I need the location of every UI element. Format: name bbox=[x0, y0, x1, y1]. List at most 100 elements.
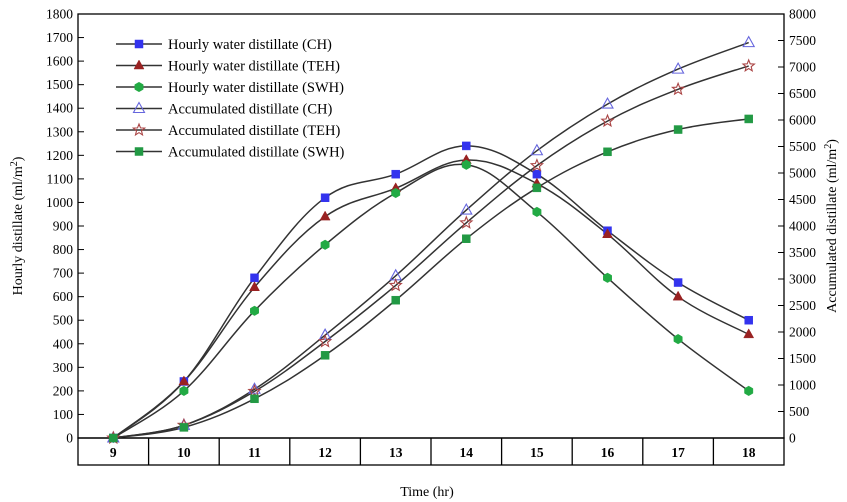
x-tick-label: 10 bbox=[177, 445, 191, 460]
y2-tick-label: 7000 bbox=[789, 60, 816, 75]
data-point-series-1 bbox=[250, 273, 259, 283]
data-point-series-6 bbox=[532, 183, 542, 193]
y-tick-label: 900 bbox=[53, 219, 74, 234]
data-point-series-3 bbox=[461, 159, 471, 170]
data-point-series-1 bbox=[532, 169, 542, 179]
data-point-series-5 bbox=[741, 58, 756, 73]
data-point-series-6 bbox=[250, 394, 259, 404]
data-point-series-1 bbox=[744, 315, 753, 325]
y-tick-label: 1500 bbox=[46, 77, 73, 92]
y2-tick-label: 3500 bbox=[789, 245, 816, 260]
y2-tick-label: 2500 bbox=[789, 298, 816, 313]
data-point-series-4 bbox=[742, 35, 756, 48]
data-point-series-5 bbox=[459, 215, 474, 229]
y2-tick-label: 500 bbox=[789, 404, 810, 419]
data-point-series-6 bbox=[603, 147, 612, 157]
data-point-series-4 bbox=[671, 61, 685, 74]
data-point-series-5 bbox=[670, 81, 686, 96]
data-point-series-1 bbox=[391, 169, 400, 179]
data-point-series-6 bbox=[320, 351, 330, 360]
series-line-3 bbox=[112, 163, 750, 439]
markers bbox=[106, 35, 756, 445]
y2-tick-label: 5000 bbox=[789, 166, 816, 181]
data-point-series-5 bbox=[247, 383, 262, 398]
legend-marker bbox=[132, 101, 146, 114]
y-tick-label: 600 bbox=[53, 289, 74, 304]
data-point-series-3 bbox=[532, 206, 542, 217]
x-tick-label: 13 bbox=[389, 445, 403, 460]
y2-tick-label: 6500 bbox=[789, 86, 816, 101]
legend-label: Hourly water distillate (CH) bbox=[168, 37, 332, 53]
data-point-series-2 bbox=[319, 210, 331, 221]
y-tick-label: 300 bbox=[53, 360, 74, 375]
series-line-5 bbox=[113, 65, 749, 439]
data-point-series-5 bbox=[600, 113, 615, 128]
y2-tick-label: 4000 bbox=[789, 219, 816, 234]
series-line-1 bbox=[112, 145, 750, 439]
data-point-series-6 bbox=[744, 114, 753, 124]
y2-tick-label: 3000 bbox=[789, 272, 816, 287]
y-tick-label: 1800 bbox=[46, 7, 73, 22]
legend-label: Accumulated distillate (TEH) bbox=[168, 123, 341, 139]
x-tick-label: 18 bbox=[742, 445, 756, 460]
legend-marker bbox=[134, 39, 144, 49]
series-line-6 bbox=[113, 118, 749, 439]
y2-tick-label: 7500 bbox=[789, 33, 816, 48]
data-point-series-5 bbox=[317, 333, 333, 348]
x-axis-title: Time (hr) bbox=[400, 485, 454, 500]
data-point-series-1 bbox=[462, 141, 471, 151]
y2-tick-label: 4500 bbox=[789, 192, 816, 207]
x-tick-label: 14 bbox=[460, 445, 474, 460]
y-tick-label: 1200 bbox=[46, 148, 73, 163]
data-point-series-1 bbox=[320, 193, 330, 202]
x-tick-label: 17 bbox=[671, 445, 685, 460]
y2-axis-title: Accumulated distillate (ml/m2) bbox=[823, 139, 841, 313]
data-point-series-3 bbox=[179, 385, 189, 396]
series-line-2 bbox=[112, 159, 750, 439]
x-tick-label: 11 bbox=[248, 445, 261, 460]
data-point-series-3 bbox=[673, 334, 683, 345]
y-tick-label: 1300 bbox=[46, 124, 73, 139]
data-point-series-6 bbox=[109, 433, 118, 443]
y-tick-label: 0 bbox=[66, 431, 73, 446]
legend-label: Accumulated distillate (CH) bbox=[168, 102, 332, 118]
data-point-series-6 bbox=[462, 234, 471, 243]
legend-marker bbox=[133, 59, 145, 70]
y-tick-label: 500 bbox=[53, 313, 74, 328]
data-point-series-3 bbox=[603, 272, 612, 283]
plot-frame bbox=[77, 13, 785, 439]
data-point-series-2 bbox=[672, 290, 684, 301]
data-point-series-4 bbox=[318, 328, 332, 340]
x-tick-label: 12 bbox=[318, 445, 332, 460]
legend: Hourly water distillate (CH) Hourly water… bbox=[116, 37, 345, 161]
y-tick-label: 1000 bbox=[46, 195, 73, 210]
data-point-series-4 bbox=[530, 143, 544, 156]
legend-label: Hourly water distillate (SWH) bbox=[168, 80, 344, 96]
curves bbox=[112, 41, 750, 439]
y2-tick-label: 8000 bbox=[789, 7, 816, 22]
data-point-series-3 bbox=[250, 305, 259, 316]
data-point-series-1 bbox=[673, 278, 683, 287]
y-tick-label: 1400 bbox=[46, 101, 73, 116]
y2-tick-label: 0 bbox=[789, 431, 796, 446]
data-point-series-4 bbox=[248, 382, 261, 394]
legend-marker bbox=[134, 147, 144, 156]
y2-tick-label: 6000 bbox=[789, 113, 816, 128]
data-point-series-3 bbox=[744, 385, 754, 396]
y2-tick-label: 1500 bbox=[789, 351, 816, 366]
data-point-series-2 bbox=[602, 228, 613, 238]
data-point-series-6 bbox=[179, 423, 189, 432]
x-tick-label: 15 bbox=[530, 445, 544, 460]
data-point-series-3 bbox=[320, 239, 330, 250]
y-tick-label: 1700 bbox=[46, 30, 73, 45]
legend-marker bbox=[131, 122, 147, 137]
y-tick-label: 1600 bbox=[46, 54, 73, 69]
x-tick-label: 9 bbox=[110, 445, 117, 460]
legend-label: Hourly water distillate (TEH) bbox=[168, 59, 340, 75]
axes: 0100200300400500600700800900100011001200… bbox=[9, 7, 841, 466]
legend-label: Accumulated distillate (SWH) bbox=[168, 145, 345, 161]
y-tick-label: 200 bbox=[53, 383, 74, 398]
data-point-series-4 bbox=[459, 202, 473, 215]
y-axis-title: Hourly distillate (ml/m2) bbox=[9, 156, 27, 295]
y-tick-label: 700 bbox=[53, 266, 74, 281]
